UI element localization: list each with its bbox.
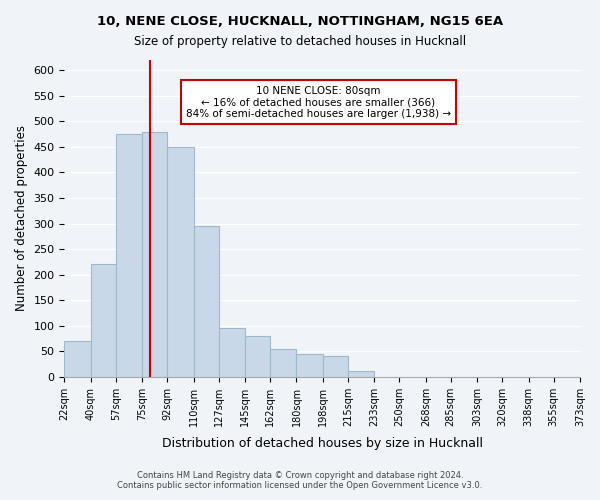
Bar bbox=[323, 356, 348, 377]
Bar bbox=[64, 341, 91, 377]
Text: Contains HM Land Registry data © Crown copyright and database right 2024.
Contai: Contains HM Land Registry data © Crown c… bbox=[118, 470, 482, 490]
Bar bbox=[348, 370, 374, 377]
Bar bbox=[296, 354, 323, 377]
Text: Size of property relative to detached houses in Hucknall: Size of property relative to detached ho… bbox=[134, 35, 466, 48]
Y-axis label: Number of detached properties: Number of detached properties bbox=[15, 126, 28, 312]
Bar bbox=[167, 147, 194, 377]
Text: 10, NENE CLOSE, HUCKNALL, NOTTINGHAM, NG15 6EA: 10, NENE CLOSE, HUCKNALL, NOTTINGHAM, NG… bbox=[97, 15, 503, 28]
Bar bbox=[142, 132, 167, 377]
Bar bbox=[270, 348, 296, 377]
Text: 10 NENE CLOSE: 80sqm: 10 NENE CLOSE: 80sqm bbox=[254, 88, 410, 102]
Bar bbox=[218, 328, 245, 377]
Text: 10 NENE CLOSE: 80sqm
← 16% of detached houses are smaller (366)
84% of semi-deta: 10 NENE CLOSE: 80sqm ← 16% of detached h… bbox=[186, 86, 451, 118]
Bar bbox=[194, 226, 218, 377]
Bar bbox=[116, 134, 142, 377]
Bar bbox=[245, 336, 270, 377]
X-axis label: Distribution of detached houses by size in Hucknall: Distribution of detached houses by size … bbox=[162, 437, 483, 450]
Bar bbox=[91, 264, 116, 377]
